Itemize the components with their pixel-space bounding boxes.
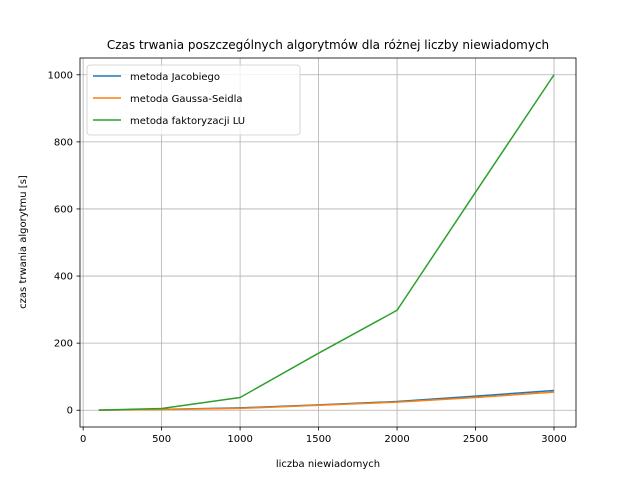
x-axis-ticks: 0 500 1000 1500 2000 2500 3000 (80, 427, 567, 445)
y-tick-label: 400 (54, 272, 73, 283)
legend-label-0: metoda Jacobiego (130, 72, 220, 83)
y-tick-label: 200 (54, 339, 73, 350)
x-tick-label: 500 (152, 434, 171, 445)
x-tick-label: 1500 (306, 434, 331, 445)
x-tick-label: 0 (80, 434, 86, 445)
y-tick-label: 800 (54, 137, 73, 148)
legend-label-2: metoda faktoryzacji LU (130, 116, 245, 127)
x-tick-label: 1000 (227, 434, 252, 445)
y-axis-ticks: 0 200 400 600 800 1000 (48, 70, 80, 417)
series-line-2 (98, 74, 555, 411)
x-tick-label: 3000 (541, 434, 566, 445)
legend-label-1: metoda Gaussa-Seidla (130, 94, 243, 105)
y-tick-label: 0 (67, 406, 73, 417)
plot-area-frame (79, 57, 577, 428)
legend: metoda Jacobiego metoda Gaussa-Seidla meto… (86, 64, 301, 136)
y-tick-label: 600 (54, 204, 73, 215)
y-tick-label: 1000 (48, 70, 73, 81)
series-lines (98, 74, 555, 411)
x-axis-label: liczba niewiadomych (276, 459, 380, 470)
chart-title: Czas trwania poszczególnych algorytmów d… (107, 38, 549, 52)
x-tick-label: 2000 (384, 434, 409, 445)
y-axis-label: czas trwania algorytmu [s] (18, 175, 29, 309)
series-line-1 (98, 391, 555, 411)
x-tick-label: 2500 (463, 434, 488, 445)
legend-box (86, 64, 301, 136)
